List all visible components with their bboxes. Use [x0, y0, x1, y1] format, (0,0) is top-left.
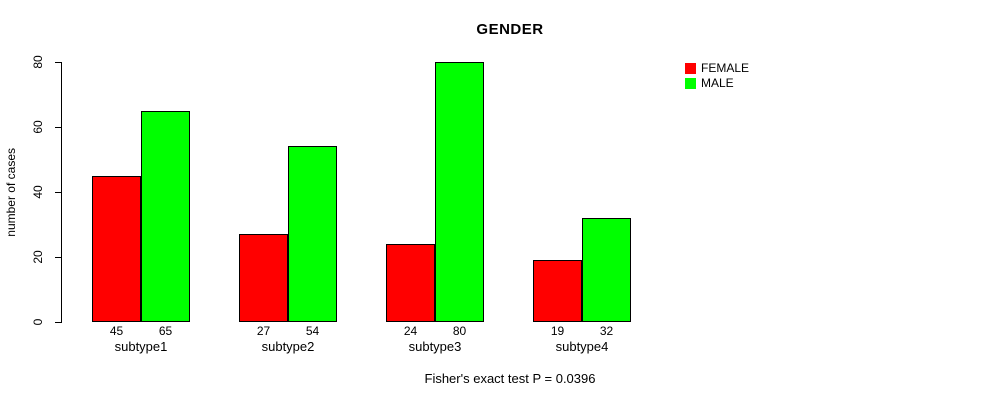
- x-category-label-subtype3: subtype3: [408, 339, 462, 354]
- y-tick-label: 20: [31, 250, 45, 263]
- legend-color-swatch-icon: [685, 77, 696, 89]
- y-tick-label-text: 80: [31, 55, 45, 69]
- bar-value-label-male-subtype1: 65: [158, 324, 173, 338]
- bar-value-label-female-subtype2: 27: [256, 324, 271, 338]
- y-tick-label-text: 60: [31, 120, 45, 134]
- y-tick-mark: [55, 62, 62, 63]
- y-tick-mark: [55, 127, 62, 128]
- bar-female-subtype4: [533, 260, 582, 322]
- y-axis-label: number of cases: [4, 147, 18, 237]
- y-tick-mark: [55, 192, 62, 193]
- bar-male-subtype3: [435, 62, 484, 322]
- legend: FEMALE MALE: [685, 62, 749, 89]
- bar-value-label-female-subtype4: 19: [550, 324, 565, 338]
- y-tick-label: 0: [31, 319, 45, 326]
- bar-value-label-male-subtype2: 54: [305, 324, 320, 338]
- y-tick-label: 40: [31, 185, 45, 198]
- y-tick-mark: [55, 322, 62, 323]
- y-tick-label: 80: [31, 55, 45, 68]
- chart-title: GENDER: [476, 21, 544, 38]
- y-axis-label-wrap: number of cases: [0, 62, 22, 322]
- y-tick-label-text: 20: [31, 250, 45, 264]
- legend-label: MALE: [701, 76, 734, 90]
- legend-item-male: MALE: [685, 77, 749, 89]
- bar-value-label-male-subtype3: 80: [452, 324, 467, 338]
- y-tick-label: 60: [31, 120, 45, 133]
- bar-male-subtype4: [582, 218, 631, 322]
- x-category-label-subtype2: subtype2: [261, 339, 315, 354]
- bar-male-subtype1: [141, 111, 190, 322]
- y-tick-label-text: 0: [31, 318, 45, 326]
- x-category-label-subtype4: subtype4: [555, 339, 609, 354]
- bar-value-label-female-subtype3: 24: [403, 324, 418, 338]
- bar-female-subtype1: [92, 176, 141, 322]
- y-tick-label-text: 40: [31, 185, 45, 199]
- plot-area: [62, 62, 958, 322]
- legend-item-female: FEMALE: [685, 62, 749, 74]
- bar-female-subtype3: [386, 244, 435, 322]
- bar-male-subtype2: [288, 146, 337, 322]
- legend-color-swatch-icon: [685, 62, 696, 74]
- bar-value-label-female-subtype1: 45: [109, 324, 124, 338]
- bar-value-label-male-subtype4: 32: [599, 324, 614, 338]
- legend-label: FEMALE: [701, 61, 750, 75]
- chart-note: Fisher's exact test P = 0.0396: [424, 371, 596, 386]
- bar-female-subtype2: [239, 234, 288, 322]
- y-tick-mark: [55, 257, 62, 258]
- x-category-label-subtype1: subtype1: [114, 339, 168, 354]
